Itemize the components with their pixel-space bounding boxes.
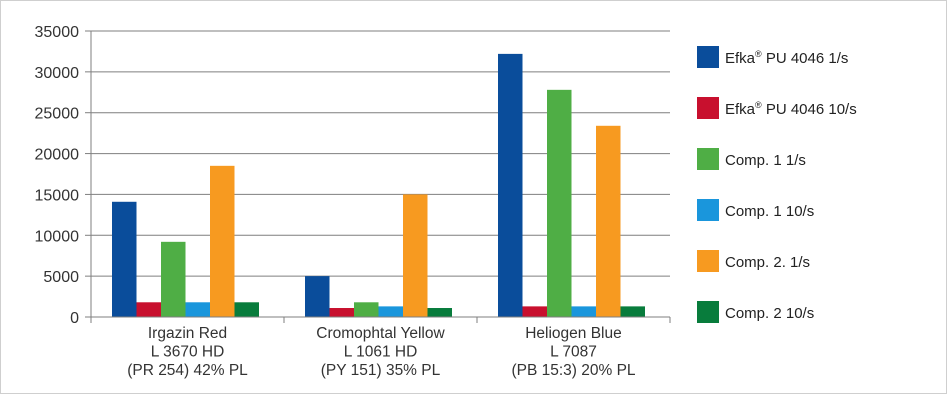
x-category-label: Heliogen Blue: [525, 325, 622, 342]
x-category-label: (PY 151) 35% PL: [321, 362, 441, 379]
legend-label: Comp. 1 1/s: [725, 152, 806, 169]
legend-label: Efka® PU 4046 1/s: [725, 49, 848, 67]
x-category-label: L 7087: [550, 344, 597, 361]
x-category-label: Irgazin Red: [148, 325, 227, 342]
bar: [596, 125, 621, 317]
y-tick-label: 30000: [35, 65, 80, 82]
legend-swatch: [697, 148, 719, 170]
bar: [136, 302, 161, 317]
y-tick-label: 25000: [35, 106, 80, 123]
bar: [620, 306, 645, 317]
x-category-labels: Irgazin Red L 3670 HD(PR 254) 42% PL Cromo…: [127, 325, 636, 379]
bar: [378, 306, 403, 317]
legend-swatch: [697, 301, 719, 323]
bar: [547, 89, 572, 317]
grid-lines: [91, 30, 670, 277]
bar: [522, 306, 547, 317]
y-tick-label: 0: [70, 310, 79, 327]
legend-swatch: [697, 97, 719, 119]
bar: [185, 302, 210, 317]
bar: [161, 241, 186, 317]
legend-label: Comp. 2 10/s: [725, 305, 814, 322]
x-category-label: L 1061 HD: [344, 344, 418, 361]
legend-swatch: [697, 199, 719, 221]
bar: [234, 302, 259, 317]
bar: [498, 53, 523, 317]
bar: [427, 308, 452, 317]
y-tick-label: 20000: [35, 147, 80, 164]
y-tick-label: 5000: [43, 269, 79, 286]
bar: [329, 308, 354, 317]
bars: [112, 53, 645, 317]
y-tick-labels: 0 5000 10000 15000 20000 25000 30000 35000: [35, 24, 80, 327]
legend-label: Efka® PU 4046 10/s: [725, 100, 857, 118]
y-tick-label: 15000: [35, 187, 80, 204]
x-category-label: (PB 15:3) 20% PL: [511, 362, 635, 379]
x-category-label: L 3670 HD: [151, 344, 225, 361]
bar: [403, 194, 428, 317]
x-category-label: Cromophtal Yellow: [316, 325, 445, 342]
bar: [112, 201, 137, 317]
y-tick-label: 10000: [35, 228, 80, 245]
legend-swatch: [697, 46, 719, 68]
legend-label: Comp. 2. 1/s: [725, 254, 810, 271]
axes: [85, 30, 671, 323]
legend-swatch: [697, 250, 719, 272]
y-tick-label: 35000: [35, 24, 80, 41]
legend: Efka® PU 4046 1/s Efka® PU 4046 10/s Comp.…: [697, 46, 857, 323]
bar: [210, 165, 235, 317]
bar: [305, 276, 330, 317]
bar: [354, 302, 379, 317]
legend-label: Comp. 1 10/s: [725, 203, 814, 220]
bar: [571, 306, 596, 317]
x-category-label: (PR 254) 42% PL: [127, 362, 248, 379]
